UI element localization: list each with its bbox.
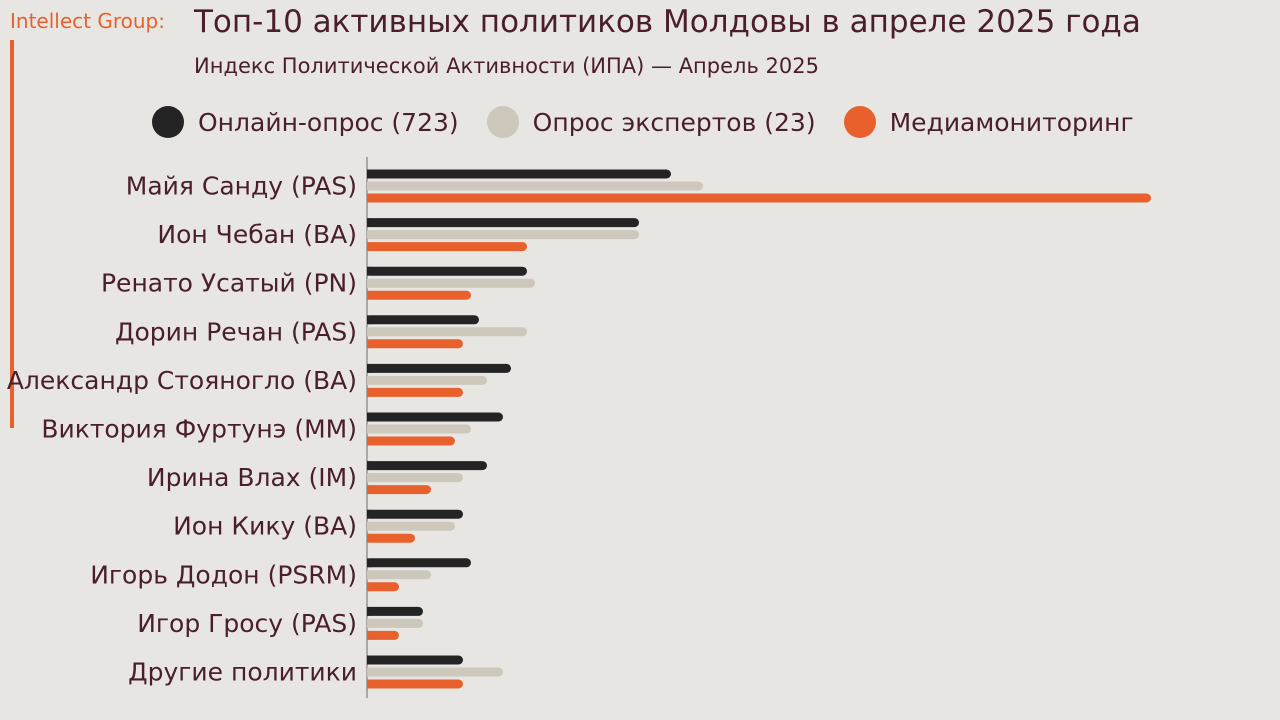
bar-online-base xyxy=(367,169,372,179)
bar-experts-base xyxy=(367,667,372,677)
legend-label-online: Онлайн-опрос (723) xyxy=(198,107,459,137)
bar-experts xyxy=(367,181,703,191)
bar-media xyxy=(367,485,431,495)
category-label: Ренато Усатый (PN) xyxy=(101,269,357,298)
bar-online xyxy=(367,218,639,228)
bar-online-base xyxy=(367,655,372,665)
bar-online-base xyxy=(367,509,372,519)
legend-swatch-media xyxy=(843,106,876,138)
category-label: Ирина Влах (IM) xyxy=(147,463,357,492)
bar-online xyxy=(367,315,479,325)
bar-media xyxy=(367,242,527,252)
bar-experts xyxy=(367,667,503,677)
bar-media xyxy=(367,679,463,689)
bar-experts xyxy=(367,570,431,580)
bar-experts xyxy=(367,230,639,240)
bar-online xyxy=(367,606,423,616)
category-label: Ион Чебан (BA) xyxy=(157,220,357,249)
legend-label-experts: Опрос экспертов (23) xyxy=(532,107,816,137)
bar-experts-base xyxy=(367,473,372,483)
bar-experts-base xyxy=(367,618,372,628)
category-label: Игор Гросу (PAS) xyxy=(137,609,357,638)
bar-media-base xyxy=(367,387,372,397)
bar-experts-base xyxy=(367,570,372,580)
bar-media xyxy=(367,339,463,349)
bar-online-base xyxy=(367,558,372,568)
bar-experts-base xyxy=(367,230,372,240)
bar-media-base xyxy=(367,582,372,592)
bar-online xyxy=(367,412,503,422)
category-label: Другие политики xyxy=(128,658,357,687)
bar-experts xyxy=(367,424,471,434)
bar-experts xyxy=(367,278,535,288)
bar-experts xyxy=(367,473,463,483)
bar-experts-base xyxy=(367,181,372,191)
bar-media xyxy=(367,436,455,446)
bar-experts xyxy=(367,375,487,385)
bar-media xyxy=(367,387,463,397)
bar-online-base xyxy=(367,266,372,276)
bar-media xyxy=(367,533,415,543)
bar-experts-base xyxy=(367,278,372,288)
category-label: Александр Стояногло (BA) xyxy=(7,366,357,395)
bar-media xyxy=(367,193,1151,203)
bar-experts-base xyxy=(367,375,372,385)
legend-item-online: Онлайн-опрос (723) xyxy=(152,106,459,138)
bar-online-base xyxy=(367,412,372,422)
legend-swatch-experts xyxy=(486,106,519,138)
bar-online-base xyxy=(367,315,372,325)
bar-online xyxy=(367,363,511,373)
legend-swatch-online xyxy=(152,106,184,138)
bar-experts xyxy=(367,521,455,531)
bar-online-base xyxy=(367,606,372,616)
bar-online-base xyxy=(367,218,372,228)
bar-media-base xyxy=(367,436,372,446)
category-label: Виктория Фуртунэ (MM) xyxy=(41,415,357,444)
legend-item-experts: Опрос экспертов (23) xyxy=(486,106,816,138)
bar-media-base xyxy=(367,290,372,300)
bar-online xyxy=(367,509,463,519)
category-label: Майя Санду (PAS) xyxy=(126,172,357,201)
chart-subtitle: Индекс Политической Активности (ИПА) — А… xyxy=(194,54,819,78)
bar-media-base xyxy=(367,242,372,252)
bar-media-base xyxy=(367,630,372,640)
bar-media-base xyxy=(367,485,372,495)
bar-media-base xyxy=(367,533,372,543)
category-label: Ион Кику (BA) xyxy=(173,512,357,541)
bar-media xyxy=(367,630,399,640)
chart-legend: Онлайн-опрос (723) Опрос экспертов (23) … xyxy=(152,102,1162,142)
brand-label: Intellect Group: xyxy=(10,9,165,33)
bar-experts-base xyxy=(367,327,372,337)
bar-online xyxy=(367,169,671,179)
bar-online-base xyxy=(367,461,372,471)
bar-online-base xyxy=(367,363,372,373)
legend-item-media: Медиамониторинг xyxy=(843,106,1134,138)
bar-online xyxy=(367,558,471,568)
bar-experts xyxy=(367,327,527,337)
chart-title: Топ-10 активных политиков Молдовы в апре… xyxy=(194,4,1141,40)
bar-media-base xyxy=(367,193,372,203)
bar-online xyxy=(367,655,463,665)
bar-experts xyxy=(367,618,423,628)
bar-online xyxy=(367,266,527,276)
legend-label-media: Медиамониторинг xyxy=(889,107,1134,137)
bar-online xyxy=(367,461,487,471)
bar-experts-base xyxy=(367,424,372,434)
category-label: Дорин Речан (PAS) xyxy=(115,317,357,346)
bar-media-base xyxy=(367,679,372,689)
bar-media xyxy=(367,582,399,592)
bar-experts-base xyxy=(367,521,372,531)
category-label: Игорь Додон (PSRM) xyxy=(90,560,357,589)
accent-line xyxy=(10,40,14,428)
bar-media-base xyxy=(367,339,372,349)
bar-media xyxy=(367,290,471,300)
